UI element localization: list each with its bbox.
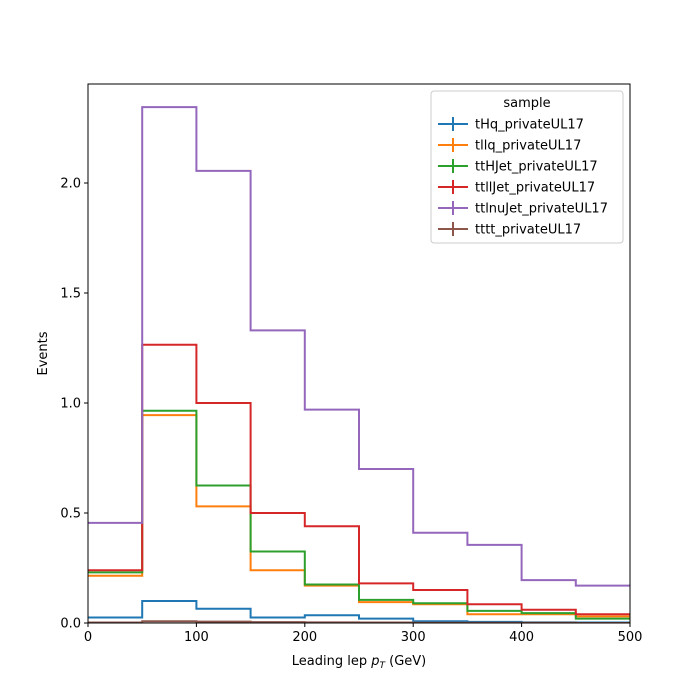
series-line-ttlnuJet_privateUL17 xyxy=(88,106,630,587)
legend-label: tHq_privateUL17 xyxy=(475,118,584,133)
axes: 0 100 200 300 400 500 0.0 0.5 1.0 1.5 2.0 Leading l… xyxy=(36,83,643,671)
legend-box xyxy=(430,90,624,244)
y-tick-label: 1.5 xyxy=(60,287,81,302)
legend-label: ttllJet_privateUL17 xyxy=(475,181,595,196)
x-tick-label: 0 xyxy=(84,630,92,645)
legend-label: ttlnuJet_privateUL17 xyxy=(475,202,608,217)
legend-title: sample xyxy=(503,96,550,111)
series-line-ttllJet_privateUL17 xyxy=(88,343,630,616)
y-tick-label: 1.0 xyxy=(60,397,81,412)
x-axis-label: Leading lep pT (GeV) xyxy=(292,654,426,671)
legend-entry: tttt_privateUL17 xyxy=(438,222,581,238)
y-tick-label: 0.5 xyxy=(60,507,81,522)
legend: sample tHq_privateUL17 tllq_privateUL17 ttH… xyxy=(430,90,624,244)
legend-entry: tllq_privateUL17 xyxy=(438,138,581,154)
legend-label: ttHJet_privateUL17 xyxy=(475,160,598,175)
y-tick-label: 2.0 xyxy=(60,177,81,192)
axes-frame xyxy=(87,83,631,624)
legend-entry: ttHJet_privateUL17 xyxy=(438,159,598,175)
x-tick-label: 100 xyxy=(184,630,209,645)
legend-entry: tHq_privateUL17 xyxy=(438,117,584,133)
legend-entry: ttllJet_privateUL17 xyxy=(438,180,595,196)
legend-label: tttt_privateUL17 xyxy=(475,223,581,238)
series-line-ttHJet_privateUL17 xyxy=(88,409,630,620)
y-tick-label: 0.0 xyxy=(60,617,81,632)
x-tick-label: 300 xyxy=(401,630,426,645)
legend-entry: ttlnuJet_privateUL17 xyxy=(438,201,608,217)
x-tick-label: 500 xyxy=(618,630,643,645)
x-tick-label: 400 xyxy=(509,630,534,645)
y-axis-label: Events xyxy=(36,331,51,375)
legend-label: tllq_privateUL17 xyxy=(475,139,581,154)
x-tick-label: 200 xyxy=(292,630,317,645)
